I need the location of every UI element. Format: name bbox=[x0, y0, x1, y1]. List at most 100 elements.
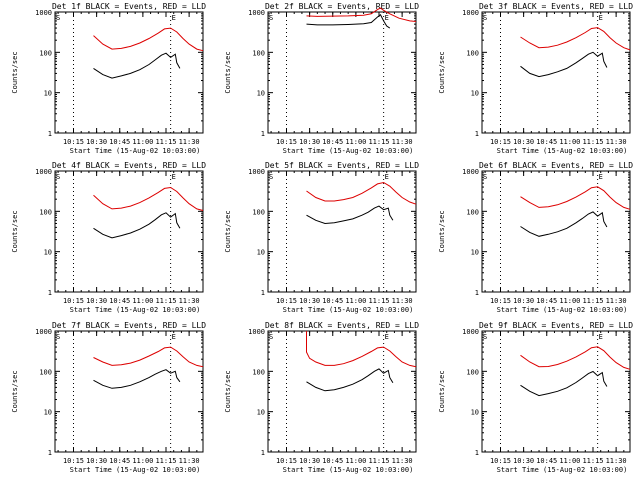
end-marker-label: E bbox=[599, 173, 603, 181]
y-tick-label: 1000 bbox=[35, 9, 52, 17]
events-series-line bbox=[520, 370, 608, 397]
x-tick-label: 10:45 bbox=[322, 457, 343, 465]
x-tick-label: 11:00 bbox=[559, 138, 580, 146]
y-tick-label: 100 bbox=[252, 208, 265, 216]
x-tick-label: 11:00 bbox=[345, 457, 366, 465]
x-tick-label: 11:30 bbox=[606, 138, 627, 146]
y-axis-label: Counts/sec bbox=[11, 210, 19, 252]
end-marker-label: E bbox=[385, 173, 389, 181]
lld-series-line bbox=[306, 7, 417, 22]
y-tick-label: 10 bbox=[44, 90, 52, 98]
x-axis-label: Start Time (15-Aug-02 10:03:00) bbox=[283, 306, 414, 314]
x-tick-label: 11:30 bbox=[392, 457, 413, 465]
x-tick-label: 11:15 bbox=[582, 297, 603, 305]
x-axis-label: Start Time (15-Aug-02 10:03:00) bbox=[70, 306, 201, 314]
y-axis-label: Counts/sec bbox=[224, 210, 232, 252]
chart-title: Det 3f BLACK = Events, RED = LLD bbox=[479, 2, 633, 11]
x-tick-label: 11:00 bbox=[132, 138, 153, 146]
x-tick-label: 10:15 bbox=[63, 138, 84, 146]
x-tick-label: 11:15 bbox=[368, 138, 389, 146]
x-tick-label: 11:00 bbox=[132, 457, 153, 465]
x-tick-label: 11:00 bbox=[345, 297, 366, 305]
x-axis-label: Start Time (15-Aug-02 10:03:00) bbox=[283, 147, 414, 155]
lld-series-line bbox=[93, 27, 204, 52]
y-tick-label: 10 bbox=[44, 249, 52, 257]
chart-title: Det 5f BLACK = Events, RED = LLD bbox=[265, 161, 419, 170]
plot-frame bbox=[267, 330, 417, 453]
x-tick-label: 10:15 bbox=[63, 297, 84, 305]
x-axis-label: Start Time (15-Aug-02 10:03:00) bbox=[497, 306, 628, 314]
x-tick-label: 11:00 bbox=[559, 457, 580, 465]
end-marker-label: E bbox=[172, 173, 176, 181]
x-tick-label: 11:30 bbox=[179, 138, 200, 146]
x-tick-label: 11:15 bbox=[368, 297, 389, 305]
y-axis-label: Counts/sec bbox=[438, 51, 446, 93]
start-marker-label: S bbox=[56, 14, 60, 22]
x-tick-label: 11:30 bbox=[392, 297, 413, 305]
x-tick-label: 10:45 bbox=[536, 457, 557, 465]
plot-frame bbox=[267, 170, 417, 293]
y-tick-label: 1000 bbox=[248, 168, 265, 176]
x-tick-label: 10:30 bbox=[86, 297, 107, 305]
y-tick-label: 1 bbox=[48, 130, 52, 138]
plot-frame bbox=[54, 11, 204, 134]
y-tick-label: 1000 bbox=[35, 328, 52, 336]
lld-series-line bbox=[93, 186, 204, 211]
x-tick-label: 11:30 bbox=[606, 457, 627, 465]
x-tick-label: 10:15 bbox=[63, 457, 84, 465]
chart-title: Det 6f BLACK = Events, RED = LLD bbox=[479, 161, 633, 170]
start-marker-label: S bbox=[483, 14, 487, 22]
events-series-line bbox=[520, 51, 608, 78]
x-axis-label: Start Time (15-Aug-02 10:03:00) bbox=[497, 466, 628, 474]
y-tick-label: 100 bbox=[466, 208, 479, 216]
x-tick-label: 11:15 bbox=[155, 138, 176, 146]
y-tick-label: 1 bbox=[48, 449, 52, 457]
plot-frame bbox=[481, 170, 631, 293]
end-marker-label: E bbox=[599, 14, 603, 22]
y-tick-label: 100 bbox=[466, 368, 479, 376]
plot-frame bbox=[481, 11, 631, 134]
y-tick-label: 1 bbox=[475, 130, 479, 138]
y-axis-label: Counts/sec bbox=[11, 370, 19, 412]
y-axis-label: Counts/sec bbox=[438, 210, 446, 252]
events-series-line bbox=[306, 205, 394, 225]
y-tick-label: 10 bbox=[44, 409, 52, 417]
y-tick-label: 100 bbox=[252, 368, 265, 376]
start-marker-label: S bbox=[269, 14, 273, 22]
events-series-line bbox=[93, 212, 181, 239]
plot-frame bbox=[481, 330, 631, 453]
x-tick-label: 10:30 bbox=[513, 297, 534, 305]
start-marker-label: S bbox=[483, 333, 487, 341]
x-tick-label: 10:45 bbox=[109, 457, 130, 465]
x-tick-label: 11:30 bbox=[179, 457, 200, 465]
x-tick-label: 10:45 bbox=[109, 297, 130, 305]
x-tick-label: 10:15 bbox=[490, 297, 511, 305]
chart-title: Det 9f BLACK = Events, RED = LLD bbox=[479, 321, 633, 330]
y-tick-label: 1000 bbox=[248, 328, 265, 336]
x-tick-label: 10:45 bbox=[536, 138, 557, 146]
x-tick-label: 10:15 bbox=[276, 138, 297, 146]
x-tick-label: 10:15 bbox=[490, 138, 511, 146]
x-axis-label: Start Time (15-Aug-02 10:03:00) bbox=[283, 466, 414, 474]
lld-series-line bbox=[306, 331, 417, 368]
events-series-line bbox=[306, 14, 391, 29]
y-tick-label: 10 bbox=[257, 249, 265, 257]
y-tick-label: 1 bbox=[261, 289, 265, 297]
chart-title: Det 4f BLACK = Events, RED = LLD bbox=[52, 161, 206, 170]
x-tick-label: 10:30 bbox=[86, 138, 107, 146]
plot-frame bbox=[267, 11, 417, 134]
y-tick-label: 1000 bbox=[462, 168, 479, 176]
x-tick-label: 11:15 bbox=[155, 457, 176, 465]
x-tick-label: 11:15 bbox=[582, 457, 603, 465]
end-marker-label: E bbox=[172, 14, 176, 22]
x-tick-label: 11:30 bbox=[606, 297, 627, 305]
lld-series-line bbox=[520, 27, 631, 51]
y-tick-label: 1 bbox=[48, 289, 52, 297]
y-tick-label: 1 bbox=[261, 449, 265, 457]
events-series-line bbox=[93, 369, 181, 389]
x-tick-label: 10:30 bbox=[299, 138, 320, 146]
